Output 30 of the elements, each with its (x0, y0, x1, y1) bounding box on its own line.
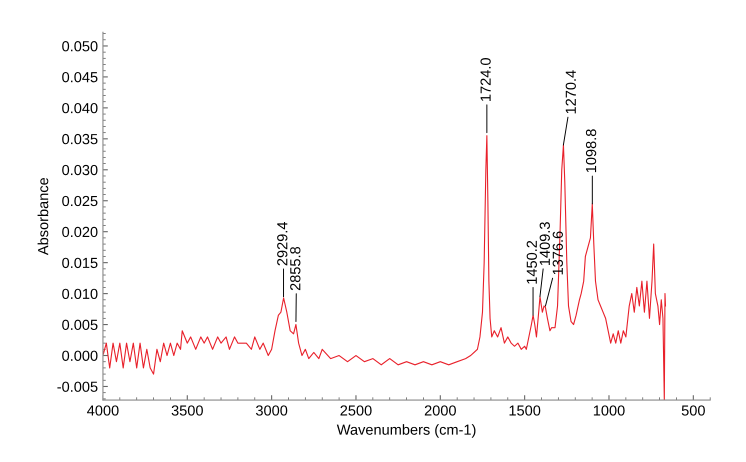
y-tick-label: 0.050 (62, 41, 98, 52)
x-tick-label: 3000 (256, 405, 288, 416)
y-tick-label: 0.025 (62, 196, 98, 206)
annotation: 1450.2 (526, 240, 537, 284)
x-tick-label: 500 (682, 405, 705, 416)
annotation: 2929.4 (277, 222, 288, 266)
x-tick-label: 3500 (172, 405, 203, 416)
x-tick-label: 2000 (424, 405, 456, 416)
annotation: 1270.4 (566, 70, 576, 114)
y-tick-label: 0.005 (62, 320, 98, 330)
y-tick-label: 0.020 (62, 226, 98, 238)
x-axis-title: Wavenumbers (cm-1) (336, 424, 476, 438)
y-tick-label: 0.015 (62, 258, 98, 268)
x-tick-label: 1000 (594, 405, 625, 416)
annotation: 1376.6 (552, 231, 563, 274)
y-axis-title: Absorbance (38, 178, 48, 256)
y-tick-label: 0.035 (62, 134, 98, 144)
y-tick-label: 0.000 (62, 350, 98, 361)
y-tick-label: 0.040 (62, 102, 98, 114)
x-tick-label: 2500 (340, 405, 372, 416)
x-tick-label: 4000 (87, 405, 119, 416)
y-tick-label: -0.005 (57, 382, 98, 392)
annotation: 1724.0 (480, 58, 491, 101)
y-tick-label: 0.010 (62, 288, 98, 300)
x-tick-label: 1500 (510, 405, 540, 416)
annotation: 2855.8 (290, 246, 300, 290)
y-tick-label: 0.045 (62, 72, 98, 82)
annotation: 1098.8 (586, 129, 596, 172)
annotation: 1409.3 (540, 222, 550, 266)
y-tick-label: 0.030 (62, 164, 98, 176)
